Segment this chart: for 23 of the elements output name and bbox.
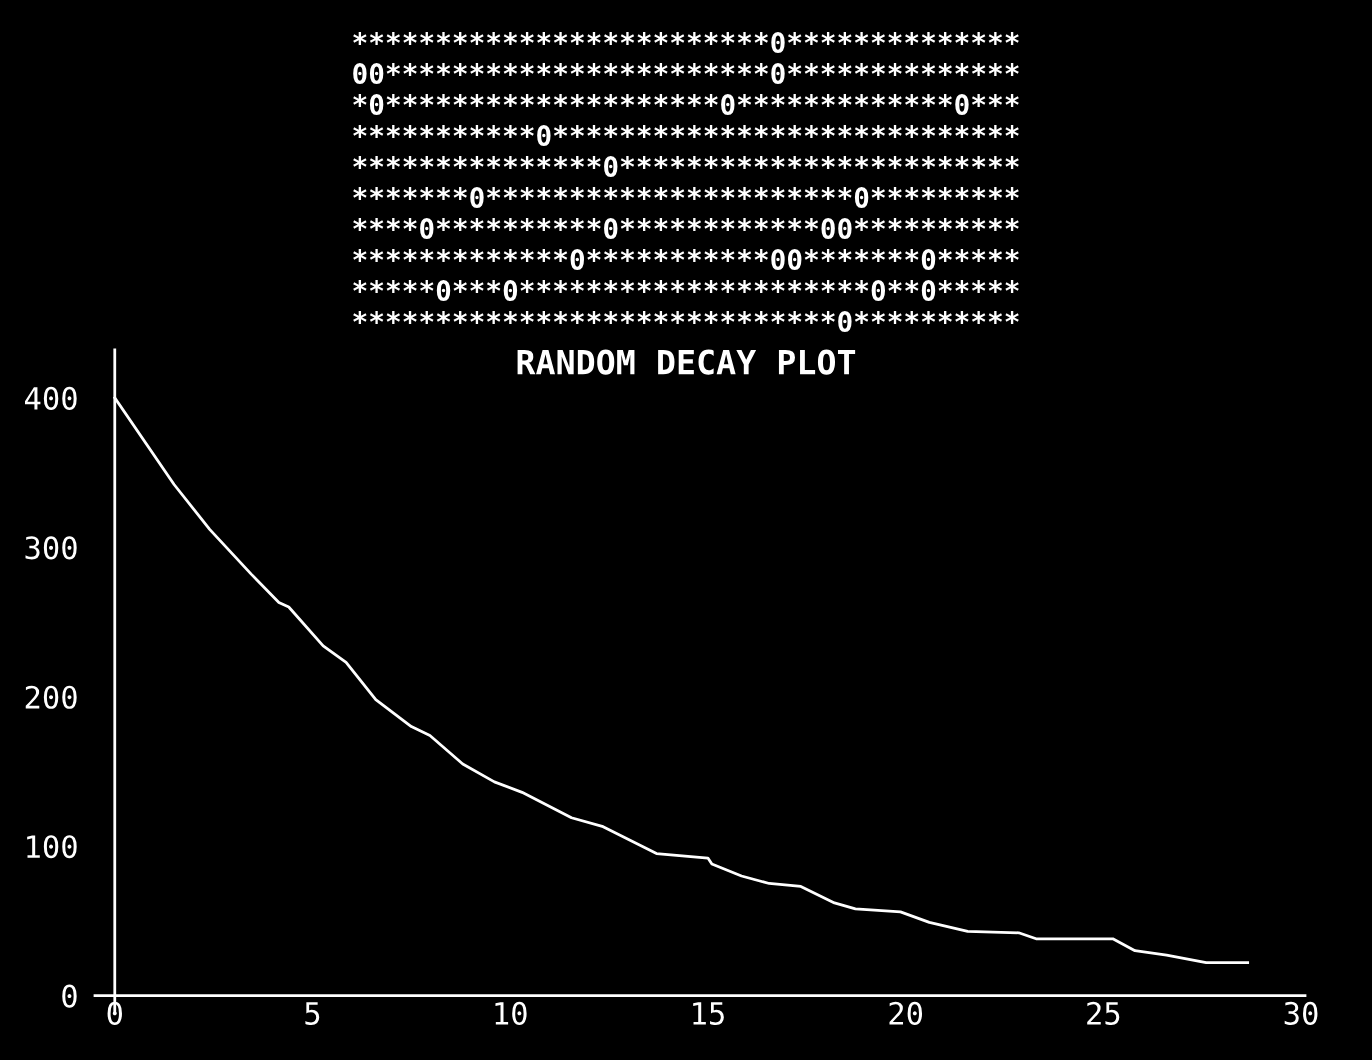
text: 00***********************0************** [353, 63, 1019, 85]
y-tick-label: 0 [62, 984, 77, 1008]
text: ***************0************************ [353, 156, 1019, 178]
text: ****0**********0************00********** [353, 218, 1019, 240]
y-tick-label: 400 [25, 386, 77, 410]
y-tick-label: 300 [25, 536, 77, 560]
chart-title: RANDOM DECAY PLOT [517, 349, 856, 375]
x-tick-label: 30 [1284, 1001, 1318, 1025]
text: *****************************0********** [353, 311, 1019, 333]
x-tick-label: 15 [693, 1002, 724, 1025]
x-tick-label: 10 [495, 1001, 527, 1025]
text: *****0***0*********************0**0***** [353, 280, 1019, 302]
text: *******0**********************0********* [353, 187, 1019, 209]
x-tick-label: 5 [305, 1002, 320, 1025]
x-tick-label: 20 [889, 1001, 923, 1025]
text: *************************0************** [353, 32, 1019, 54]
text: ***********0**************************** [353, 125, 1019, 147]
text: *0********************0*************0*** [353, 94, 1019, 116]
y-tick-label: 100 [27, 835, 77, 859]
text: *************0***********00*******0***** [353, 249, 1019, 271]
x-tick-label: 25 [1087, 1001, 1120, 1025]
y-tick-label: 200 [25, 685, 77, 709]
x-tick-label: 0 [107, 1001, 122, 1025]
